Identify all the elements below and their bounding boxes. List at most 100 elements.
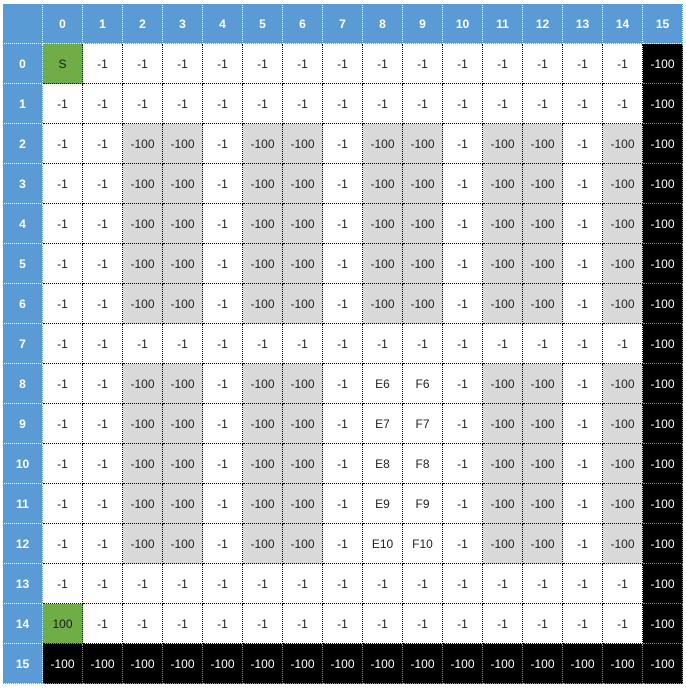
grid-cell-6-3: -100 [162,283,203,324]
grid-cell-13-8: -1 [362,563,403,604]
grid-cell-7-13: -1 [562,323,603,364]
grid-cell-15-6: -100 [282,643,323,684]
row-header-11: 11 [2,483,43,524]
grid-cell-6-13: -1 [562,283,603,324]
grid-cell-9-11: -100 [482,403,523,444]
grid-cell-0-15: -100 [642,43,683,84]
grid-cell-14-3: -1 [162,603,203,644]
grid-cell-8-14: -100 [602,363,643,404]
column-header-7: 7 [322,3,363,44]
grid-cell-8-2: -100 [122,363,163,404]
grid-cell-10-8: E8 [362,443,403,484]
grid-cell-14-15: -100 [642,603,683,644]
row-header-5: 5 [2,243,43,284]
grid-cell-14-0: 100 [42,603,83,644]
grid-cell-9-0: -1 [42,403,83,444]
grid-cell-1-3: -1 [162,83,203,124]
grid-cell-7-11: -1 [482,323,523,364]
grid-cell-10-14: -100 [602,443,643,484]
grid-cell-4-9: -100 [402,203,443,244]
grid-cell-4-6: -100 [282,203,323,244]
reward-grid-table: 0 1 2 3 4 5 6 7 8 9 10 11 12 13 14 15 0 S -1 -1 -1 -1 -1 -1 -1-… [2,3,683,684]
grid-cell-4-7: -1 [322,203,363,244]
grid-cell-12-2: -100 [122,523,163,564]
grid-row-5: 5 -1 -1 -100 -100 -1 -100 -100 -1 -100 -100 -1 -100-… [2,243,683,284]
grid-cell-0-0: S [42,43,83,84]
grid-cell-4-2: -100 [122,203,163,244]
grid-cell-14-5: -1 [242,603,283,644]
grid-cell-6-14: -100 [602,283,643,324]
column-header-9: 9 [402,3,443,44]
grid-cell-6-6: -100 [282,283,323,324]
grid-cell-12-3: -100 [162,523,203,564]
grid-cell-3-0: -1 [42,163,83,204]
grid-cell-9-15: -100 [642,403,683,444]
column-header-13: 13 [562,3,603,44]
grid-cell-9-14: -100 [602,403,643,444]
grid-cell-6-0: -1 [42,283,83,324]
column-header-15: 15 [642,3,683,44]
grid-cell-9-13: -1 [562,403,603,444]
grid-cell-10-4: -1 [202,443,243,484]
grid-cell-7-6: -1 [282,323,323,364]
column-header-12: 12 [522,3,563,44]
grid-cell-5-8: -100 [362,243,403,284]
grid-cell-11-10: -1 [442,483,483,524]
grid-cell-6-10: -1 [442,283,483,324]
grid-cell-14-2: -1 [122,603,163,644]
grid-cell-0-1: -1 [82,43,123,84]
grid-cell-10-15: -100 [642,443,683,484]
column-header-3: 3 [162,3,203,44]
grid-cell-6-12: -100 [522,283,563,324]
grid-cell-3-1: -1 [82,163,123,204]
grid-row-13: 13 -1 -1 -1 -1 -1 -1 -1 -1 -1 -1 -1 -1 -1 -1 -1 -100 [2,563,683,604]
grid-cell-14-14: -1 [602,603,643,644]
grid-cell-15-9: -100 [402,643,443,684]
grid-cell-15-2: -100 [122,643,163,684]
grid-cell-15-13: -100 [562,643,603,684]
grid-cell-2-3: -100 [162,123,203,164]
grid-cell-0-11: -1 [482,43,523,84]
corner-header-cell [2,3,43,44]
grid-cell-12-1: -1 [82,523,123,564]
grid-cell-3-8: -100 [362,163,403,204]
grid-cell-5-0: -1 [42,243,83,284]
grid-cell-10-13: -1 [562,443,603,484]
column-header-0: 0 [42,3,83,44]
row-header-0: 0 [2,43,43,84]
grid-cell-13-7: -1 [322,563,363,604]
grid-cell-12-10: -1 [442,523,483,564]
grid-cell-3-7: -1 [322,163,363,204]
grid-row-0: 0 S -1 -1 -1 -1 -1 -1 -1 -1 -1 -1 -1 -1 -1 -1 -100 [2,43,683,84]
grid-cell-15-15: -100 [642,643,683,684]
column-header-4: 4 [202,3,243,44]
grid-cell-12-15: -100 [642,523,683,564]
grid-cell-11-4: -1 [202,483,243,524]
grid-cell-10-1: -1 [82,443,123,484]
grid-cell-15-11: -100 [482,643,523,684]
grid-row-9: 9 -1 -1 -100 -100 -1 -100 -100 -1 E7 F7 -1 -100 -100-… [2,403,683,444]
grid-cell-1-14: -1 [602,83,643,124]
grid-cell-13-13: -1 [562,563,603,604]
grid-cell-13-9: -1 [402,563,443,604]
column-header-11: 11 [482,3,523,44]
grid-cell-1-6: -1 [282,83,323,124]
row-header-1: 1 [2,83,43,124]
grid-cell-13-0: -1 [42,563,83,604]
grid-cell-9-2: -100 [122,403,163,444]
grid-cell-1-7: -1 [322,83,363,124]
grid-cell-15-3: -100 [162,643,203,684]
grid-cell-5-11: -100 [482,243,523,284]
grid-cell-0-14: -1 [602,43,643,84]
grid-cell-5-7: -1 [322,243,363,284]
grid-cell-9-12: -100 [522,403,563,444]
grid-cell-5-5: -100 [242,243,283,284]
grid-cell-13-11: -1 [482,563,523,604]
grid-cell-5-3: -100 [162,243,203,284]
grid-cell-2-12: -100 [522,123,563,164]
grid-cell-3-9: -100 [402,163,443,204]
grid-cell-3-3: -100 [162,163,203,204]
grid-cell-4-12: -100 [522,203,563,244]
grid-cell-13-14: -1 [602,563,643,604]
grid-cell-12-12: -100 [522,523,563,564]
